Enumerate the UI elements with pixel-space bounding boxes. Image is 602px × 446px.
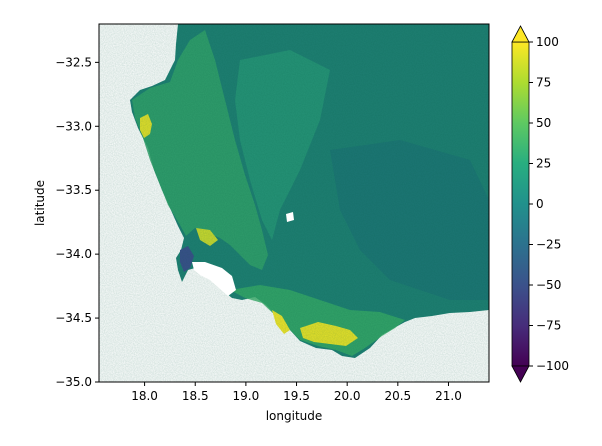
colorbar-tick-label: −25 <box>536 238 561 252</box>
x-tick-label: 18.0 <box>131 389 158 403</box>
x-tick-label: 20.5 <box>384 389 411 403</box>
heatmap-layer <box>99 24 489 382</box>
y-tick-label: −33.0 <box>55 119 92 133</box>
colorbar-tick-label: 0 <box>536 197 544 211</box>
y-tick-label: −33.5 <box>55 183 92 197</box>
x-tick-label: 21.0 <box>435 389 462 403</box>
colorbar-ticks: 100 75 50 25 0 −25 −50 −75 −100 <box>529 35 569 373</box>
colorbar: 100 75 50 25 0 −25 −50 −75 −100 <box>511 25 569 383</box>
x-tick-label: 19.0 <box>233 389 260 403</box>
x-tick-label: 19.5 <box>283 389 310 403</box>
colorbar-extend-max <box>511 25 530 43</box>
y-axis: −32.5 −33.0 −33.5 −34.0 −34.5 −35.0 <box>55 55 99 389</box>
plot-frame <box>98 23 490 383</box>
x-tick-label: 20.0 <box>334 389 361 403</box>
colorbar-tick-label: −100 <box>536 359 569 373</box>
y-axis-label: latitude <box>33 180 47 226</box>
y-tick-label: −32.5 <box>55 55 92 69</box>
colorbar-gradient <box>511 41 530 367</box>
inland-gap <box>286 212 294 222</box>
colorbar-tick-label: 50 <box>536 116 551 130</box>
colorbar-tick-label: 25 <box>536 157 551 171</box>
y-tick-label: −35.0 <box>55 375 92 389</box>
colorbar-tick-label: −50 <box>536 278 561 292</box>
y-tick-label: −34.0 <box>55 247 92 261</box>
colorbar-tick-label: 100 <box>536 35 559 49</box>
y-tick-label: −34.5 <box>55 311 92 325</box>
texture-overlay <box>99 24 489 382</box>
x-tick-label: 18.5 <box>182 389 209 403</box>
x-axis-label: longitude <box>266 409 323 423</box>
colorbar-tick-label: 75 <box>536 76 551 90</box>
colorbar-tick-label: −75 <box>536 319 561 333</box>
colorbar-extend-min <box>511 365 530 383</box>
x-axis: 18.0 18.5 19.0 19.5 20.0 20.5 21.0 <box>131 382 462 403</box>
false-bay-water <box>192 262 236 296</box>
